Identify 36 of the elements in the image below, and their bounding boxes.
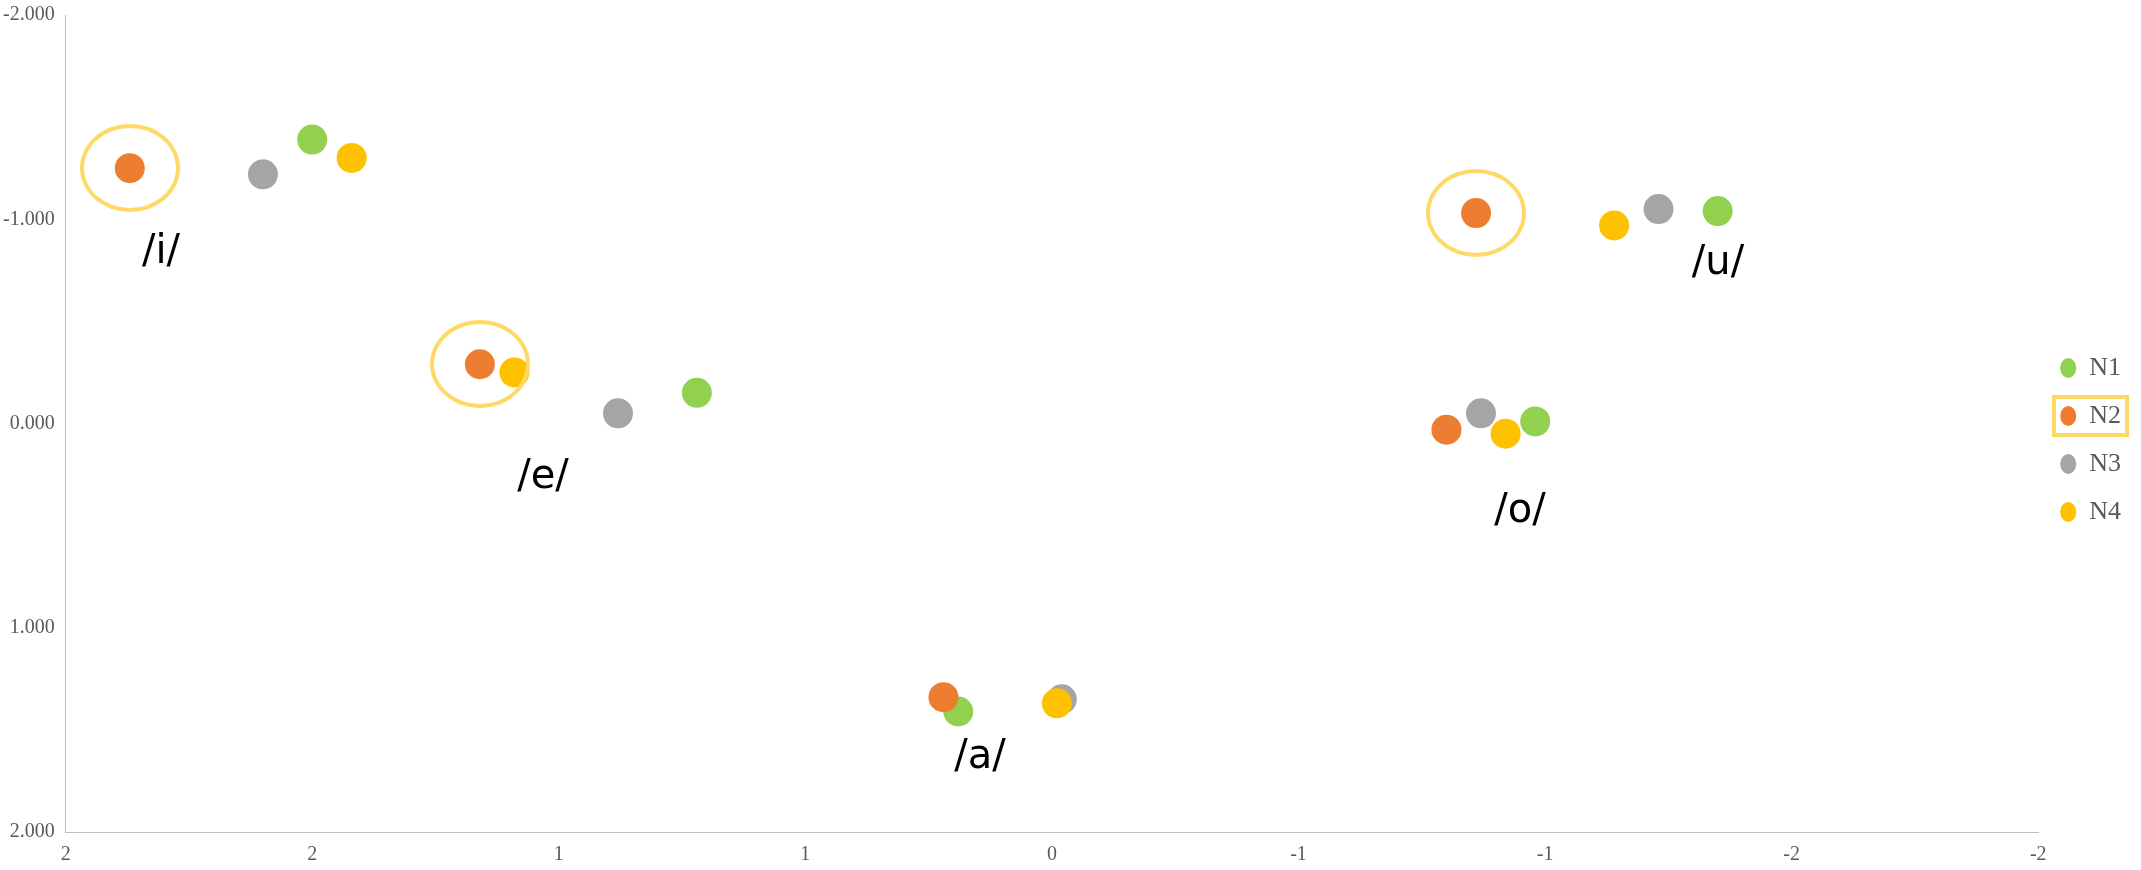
x-tick-label: -1 (1290, 842, 1307, 865)
x-tick-label: -2 (2029, 842, 2047, 865)
legend-label: N4 (2089, 495, 2121, 525)
y-tick-label: -2.000 (2, 2, 55, 25)
point (336, 142, 367, 173)
point (1431, 414, 1462, 445)
legend-label: N2 (2089, 399, 2121, 429)
x-tick-label: -2 (1783, 842, 1800, 865)
annotation: /i/ (141, 226, 181, 273)
y-tick-label: 2.000 (9, 819, 55, 842)
x-tick-label: 0 (1046, 842, 1057, 865)
y-tick-label: -1.000 (2, 206, 55, 229)
point (1643, 194, 1674, 225)
point (1599, 210, 1630, 241)
annotation: /u/ (1691, 237, 1745, 284)
x-tick-label: 1 (553, 842, 564, 865)
y-tick-label: 1.000 (9, 615, 55, 637)
point (1520, 406, 1551, 437)
point (602, 398, 633, 429)
annotation: /o/ (1494, 485, 1547, 532)
annotation: /a/ (954, 731, 1007, 778)
point (1490, 418, 1521, 449)
point (1702, 196, 1733, 227)
x-tick-label: 1 (800, 842, 811, 865)
point (928, 682, 959, 713)
legend-label: N1 (2089, 351, 2121, 381)
x-tick-label: -1 (1536, 842, 1554, 865)
point (247, 159, 278, 190)
point (297, 124, 328, 155)
x-tick-label: 2 (60, 842, 71, 865)
point (1465, 398, 1496, 429)
x-tick-label: 2 (307, 842, 318, 865)
annotation: /e/ (517, 451, 570, 498)
point (681, 377, 712, 408)
y-tick-label: 0.000 (9, 410, 55, 433)
legend-label: N3 (2089, 447, 2121, 477)
